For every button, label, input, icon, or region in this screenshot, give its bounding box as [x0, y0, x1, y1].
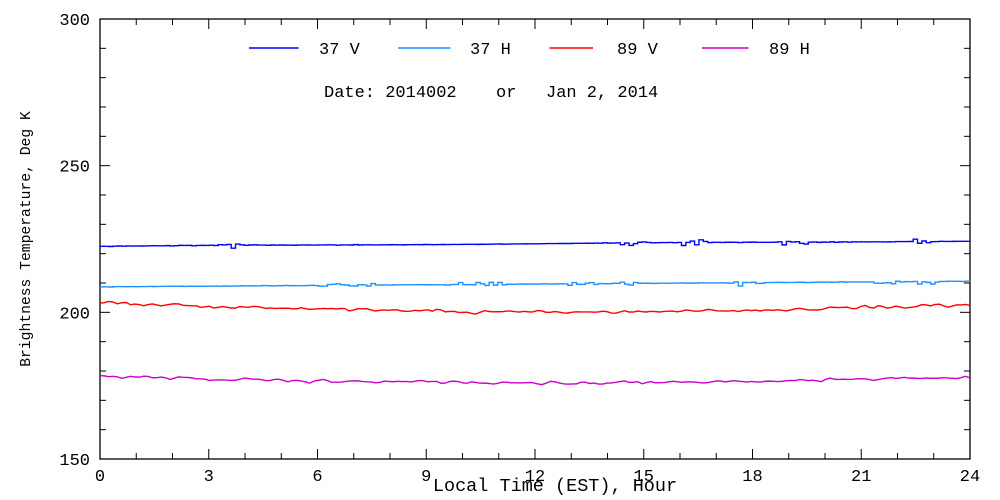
svg-text:or: or [496, 84, 516, 103]
svg-text:89 V: 89 V [617, 41, 659, 60]
svg-text:300: 300 [59, 12, 90, 31]
svg-text:0: 0 [95, 468, 105, 487]
svg-text:24: 24 [960, 468, 980, 487]
svg-text:Brightness Temperature, Deg K: Brightness Temperature, Deg K [19, 111, 35, 367]
svg-text:21: 21 [851, 468, 871, 487]
svg-text:18: 18 [742, 468, 762, 487]
svg-text:6: 6 [312, 468, 322, 487]
svg-text:Date: 2014002: Date: 2014002 [324, 84, 457, 103]
svg-text:9: 9 [421, 468, 431, 487]
svg-text:3: 3 [204, 468, 214, 487]
svg-text:250: 250 [59, 159, 90, 178]
svg-text:12: 12 [525, 468, 545, 487]
svg-text:Jan 2, 2014: Jan 2, 2014 [546, 84, 658, 103]
svg-text:37 H: 37 H [470, 41, 511, 60]
svg-text:150: 150 [59, 452, 90, 471]
svg-text:200: 200 [59, 305, 90, 324]
svg-text:15: 15 [634, 468, 654, 487]
svg-text:37 V: 37 V [319, 41, 361, 60]
svg-text:89 H: 89 H [769, 41, 810, 60]
